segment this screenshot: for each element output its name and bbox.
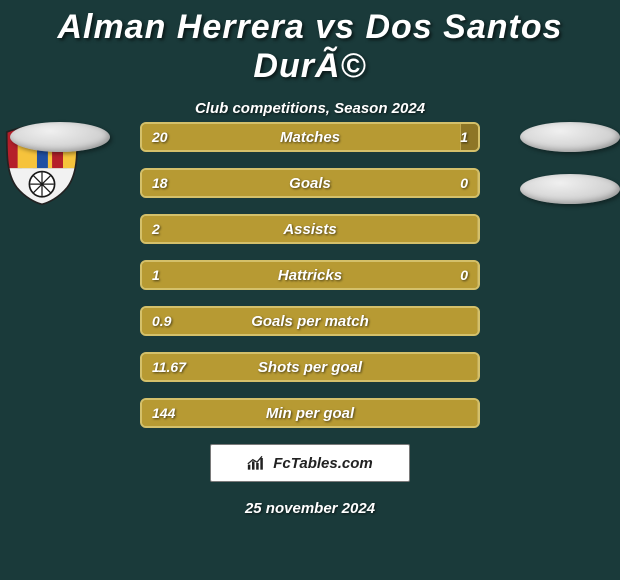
page-title: Alman Herrera vs Dos Santos DurÃ© [0, 0, 620, 86]
comparison-panel: 201Matches180Goals2Assists10Hattricks0.9… [0, 122, 620, 206]
brand-text: FcTables.com [273, 455, 372, 472]
stat-label: Min per goal [142, 405, 478, 422]
stat-label: Goals per match [142, 313, 478, 330]
player-right-placeholder-2 [520, 174, 620, 204]
stat-label: Hattricks [142, 267, 478, 284]
player-right-placeholder-1 [520, 122, 620, 152]
stat-label: Goals [142, 175, 478, 192]
stat-label: Shots per goal [142, 359, 478, 376]
player-left-placeholder-1 [10, 122, 110, 152]
bars-icon [247, 454, 267, 472]
stat-label: Assists [142, 221, 478, 238]
footer-date: 25 november 2024 [0, 500, 620, 517]
stat-bars: 201Matches 180Goals 2Assists 10Hattricks 0.9… [140, 122, 480, 444]
stat-bar: 0.9Goals per match [140, 306, 480, 336]
page-subtitle: Club competitions, Season 2024 [0, 100, 620, 117]
stat-bar: 180Goals [140, 168, 480, 198]
stat-bar: 10Hattricks [140, 260, 480, 290]
stat-bar: 11.67Shots per goal [140, 352, 480, 382]
stat-bar: 2Assists [140, 214, 480, 244]
stat-label: Matches [142, 129, 478, 146]
stat-bar: 144Min per goal [140, 398, 480, 428]
brand-badge: FcTables.com [210, 444, 410, 482]
stat-bar: 201Matches [140, 122, 480, 152]
